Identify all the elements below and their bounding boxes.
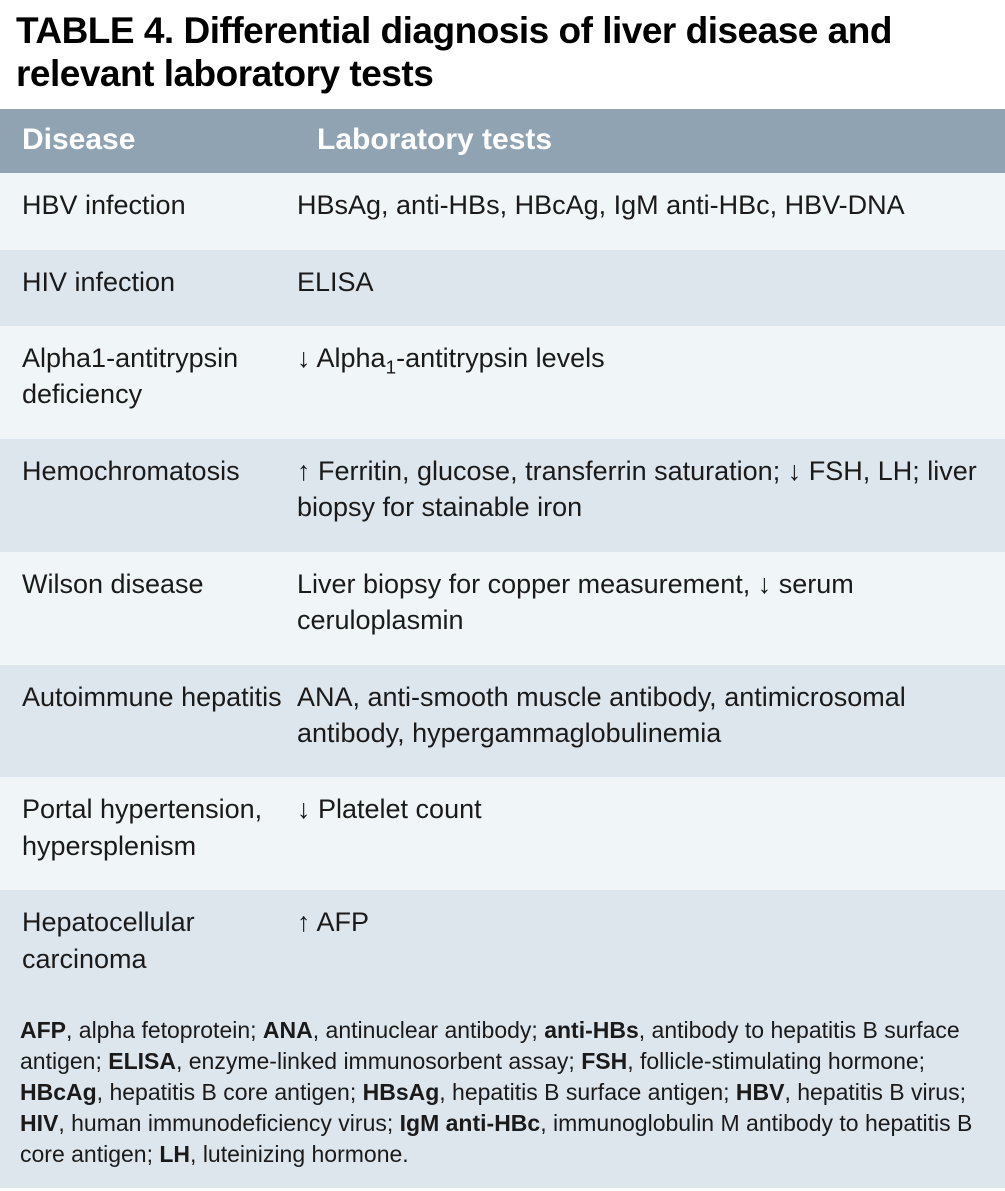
table-header-row: Disease Laboratory tests	[0, 109, 1005, 173]
cell-tests: ↓ Platelet count	[295, 777, 1005, 890]
cell-disease: HBV infection	[0, 173, 295, 249]
cell-tests: ↑ Ferritin, glucose, transferrin saturat…	[295, 439, 1005, 552]
cell-tests: ↑ AFP	[295, 890, 1005, 1003]
col-header-disease: Disease	[0, 109, 295, 173]
cell-disease: Portal hypertension, hypersplenism	[0, 777, 295, 890]
table-4: TABLE 4. Differential diagnosis of liver…	[0, 0, 1005, 1188]
cell-tests: HBsAg, anti-HBs, HBcAg, IgM anti-HBc, HB…	[295, 173, 1005, 249]
cell-tests: Liver biopsy for copper measurement, ↓ s…	[295, 552, 1005, 665]
cell-disease: Hepatocellular carcinoma	[0, 890, 295, 1003]
cell-disease: HIV infection	[0, 250, 295, 326]
table-row: Alpha1-antitrypsin deficiency ↓ Alpha1-a…	[0, 326, 1005, 439]
table-footnote: AFP, alpha fetoprotein; ANA, antinuclear…	[0, 1003, 1005, 1188]
table-row: HBV infection HBsAg, anti-HBs, HBcAg, Ig…	[0, 173, 1005, 249]
table-row: Portal hypertension, hypersplenism ↓ Pla…	[0, 777, 1005, 890]
cell-disease: Hemochromatosis	[0, 439, 295, 552]
table-row: Hemochromatosis ↑ Ferritin, glucose, tra…	[0, 439, 1005, 552]
col-header-tests: Laboratory tests	[295, 109, 1005, 173]
cell-disease: Autoimmune hepatitis	[0, 665, 295, 778]
cell-tests: ↓ Alpha1-antitrypsin levels	[295, 326, 1005, 439]
cell-disease: Alpha1-antitrypsin deficiency	[0, 326, 295, 439]
table-title: TABLE 4. Differential diagnosis of liver…	[0, 0, 1005, 109]
table-row: HIV infection ELISA	[0, 250, 1005, 326]
table-row: Wilson disease Liver biopsy for copper m…	[0, 552, 1005, 665]
cell-disease: Wilson disease	[0, 552, 295, 665]
cell-tests: ANA, anti-smooth muscle antibody, antimi…	[295, 665, 1005, 778]
table-row: Autoimmune hepatitis ANA, anti-smooth mu…	[0, 665, 1005, 778]
table-row: Hepatocellular carcinoma ↑ AFP	[0, 890, 1005, 1003]
cell-tests: ELISA	[295, 250, 1005, 326]
